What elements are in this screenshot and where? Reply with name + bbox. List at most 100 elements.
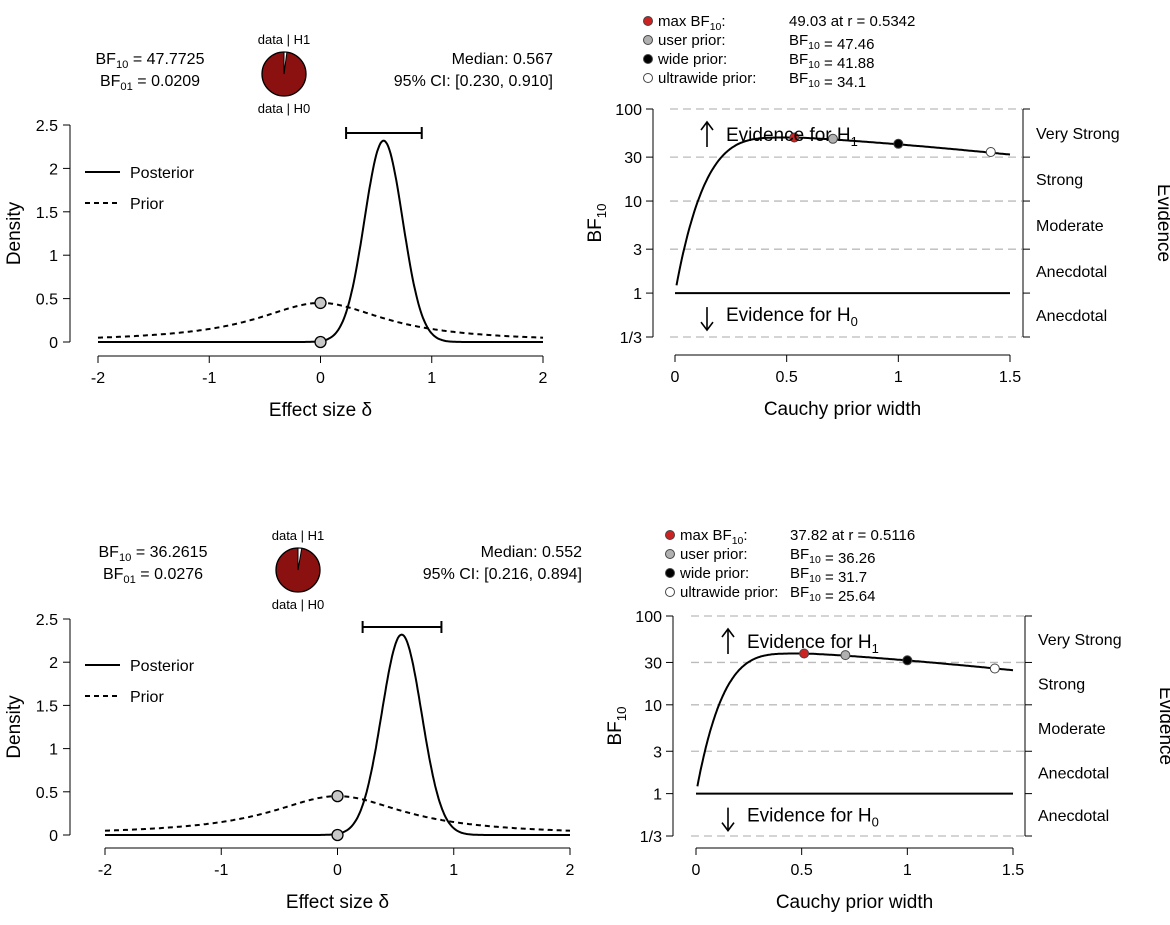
y-tick-label: 1/3 (640, 829, 662, 846)
bf01-text: BF01 = 0.0276 (103, 566, 203, 586)
evidence-axis-label: Evidence (1153, 184, 1170, 262)
evidence-for-h0-label: Evidence for H0 (726, 305, 858, 329)
pie-label-h1: data | H1 (258, 32, 311, 47)
x-tick-label: 1.5 (999, 369, 1021, 386)
median-text: Median: 0.567 (452, 51, 554, 68)
ultrawide-bf-point (985, 147, 996, 158)
prior-point-at-zero (331, 789, 344, 803)
x-tick-label: 0.5 (791, 862, 813, 879)
x-tick-label: -1 (214, 862, 228, 879)
y-tick-label: 2.5 (36, 612, 58, 629)
y-tick-label: 1 (653, 787, 662, 804)
legend-marker (643, 73, 653, 83)
y-tick-label: 1 (633, 286, 642, 303)
bf10-text: BF10 = 47.7725 (96, 51, 205, 71)
legend-prior-label: Prior (130, 196, 164, 213)
y-tick-label: 10 (644, 698, 662, 715)
x-tick-label: 1.5 (1002, 862, 1024, 879)
evidence-category-label: Moderate (1036, 218, 1104, 235)
evidence-category-label: Very Strong (1038, 632, 1122, 649)
legend-prior-label: Prior (130, 689, 164, 706)
legend-marker (665, 530, 675, 540)
posterior-panel-0: 0 0.5 1 1.5 2 2.5 Density -2 -1 0 1 2 Effect size δ P… (4, 32, 553, 421)
legend-value: BF10 = 47.46 (789, 32, 875, 53)
evidence-for-h1-label: Evidence for H1 (747, 632, 879, 656)
y-tick-label: 2 (49, 161, 58, 178)
posterior-point-at-zero (331, 828, 344, 842)
evidence-for-h1-label: Evidence for H1 (726, 125, 858, 149)
bf-curve (675, 136, 1011, 286)
evidence-category-label: Anecdotal (1038, 808, 1109, 825)
x-tick-label: -2 (91, 370, 105, 387)
evidence-category-label: Very Strong (1036, 126, 1120, 143)
evidence-category-label: Anecdotal (1038, 765, 1109, 782)
bf01-text: BF01 = 0.0209 (100, 73, 200, 93)
bf10-text: BF10 = 36.2615 (99, 544, 208, 564)
legend-label: max BF10: (680, 527, 748, 547)
legend-label: ultrawide prior: (680, 584, 778, 601)
y-tick-label: 30 (644, 655, 662, 672)
bf-curve (696, 652, 1014, 787)
median-text: Median: 0.552 (481, 544, 583, 561)
y-axis-label: Density (4, 695, 25, 759)
y-tick-label: 1.5 (36, 205, 58, 222)
x-tick-label: 0 (692, 862, 701, 879)
wide-bf-point (893, 138, 904, 149)
arrow-down-head (721, 822, 735, 832)
y-tick-label: 10 (624, 194, 642, 211)
y-tick-label: 3 (653, 744, 662, 761)
legend-label: wide prior: (679, 565, 749, 582)
legend-label: user prior: (680, 546, 748, 563)
legend-value: BF10 = 25.64 (790, 584, 876, 605)
posterior-point-at-zero (314, 335, 327, 349)
legend-value: BF10 = 31.7 (790, 565, 867, 586)
y-tick-label: 2 (49, 655, 58, 672)
x-tick-label: -2 (98, 862, 112, 879)
legend-posterior-label: Posterior (130, 165, 195, 182)
arrow-up-head (700, 120, 714, 131)
legend-label: user prior: (658, 32, 726, 49)
ci-text: 95% CI: [0.216, 0.894] (423, 566, 582, 583)
x-tick-label: 0 (333, 862, 342, 879)
y-axis-label: BF10 (585, 203, 609, 242)
evidence-category-label: Anecdotal (1036, 264, 1107, 281)
ci-text: 95% CI: [0.230, 0.910] (394, 73, 553, 90)
x-tick-label: 1 (894, 369, 903, 386)
pie-h0-slice (297, 547, 303, 571)
legend-marker (665, 549, 675, 559)
legend-marker (643, 35, 653, 45)
x-axis-label: Cauchy prior width (776, 892, 933, 913)
legend-marker (643, 16, 653, 26)
y-tick-label: 1 (49, 742, 58, 759)
legend-marker (665, 568, 675, 578)
y-tick-label: 0 (49, 335, 58, 352)
pie-h0-slice (283, 51, 288, 75)
y-tick-label: 100 (615, 102, 642, 119)
max-bf-point (789, 132, 800, 143)
evidence-category-label: Anecdotal (1036, 308, 1107, 325)
y-tick-label: 1/3 (620, 330, 642, 347)
x-tick-label: 0 (316, 370, 325, 387)
wide-bf-point (902, 655, 913, 666)
x-axis-label: Effect size δ (269, 400, 372, 421)
legend-label: wide prior: (657, 51, 727, 68)
evidence-axis-label: Evidence (1155, 687, 1170, 765)
y-axis-label: BF10 (605, 706, 629, 745)
evidence-category-label: Strong (1036, 172, 1083, 189)
x-tick-label: 2 (539, 370, 548, 387)
y-tick-label: 1.5 (36, 698, 58, 715)
x-tick-label: 2 (566, 862, 575, 879)
x-axis-label: Cauchy prior width (764, 399, 921, 420)
legend-label: max BF10: (658, 13, 726, 33)
x-tick-label: 1 (449, 862, 458, 879)
x-tick-label: 1 (903, 862, 912, 879)
y-tick-label: 0 (49, 828, 58, 845)
pie-label-h1: data | H1 (272, 528, 325, 543)
x-tick-label: 0 (671, 369, 680, 386)
legend-label: ultrawide prior: (658, 70, 756, 87)
max-bf-point (799, 648, 810, 659)
arrow-up-head (721, 627, 735, 638)
